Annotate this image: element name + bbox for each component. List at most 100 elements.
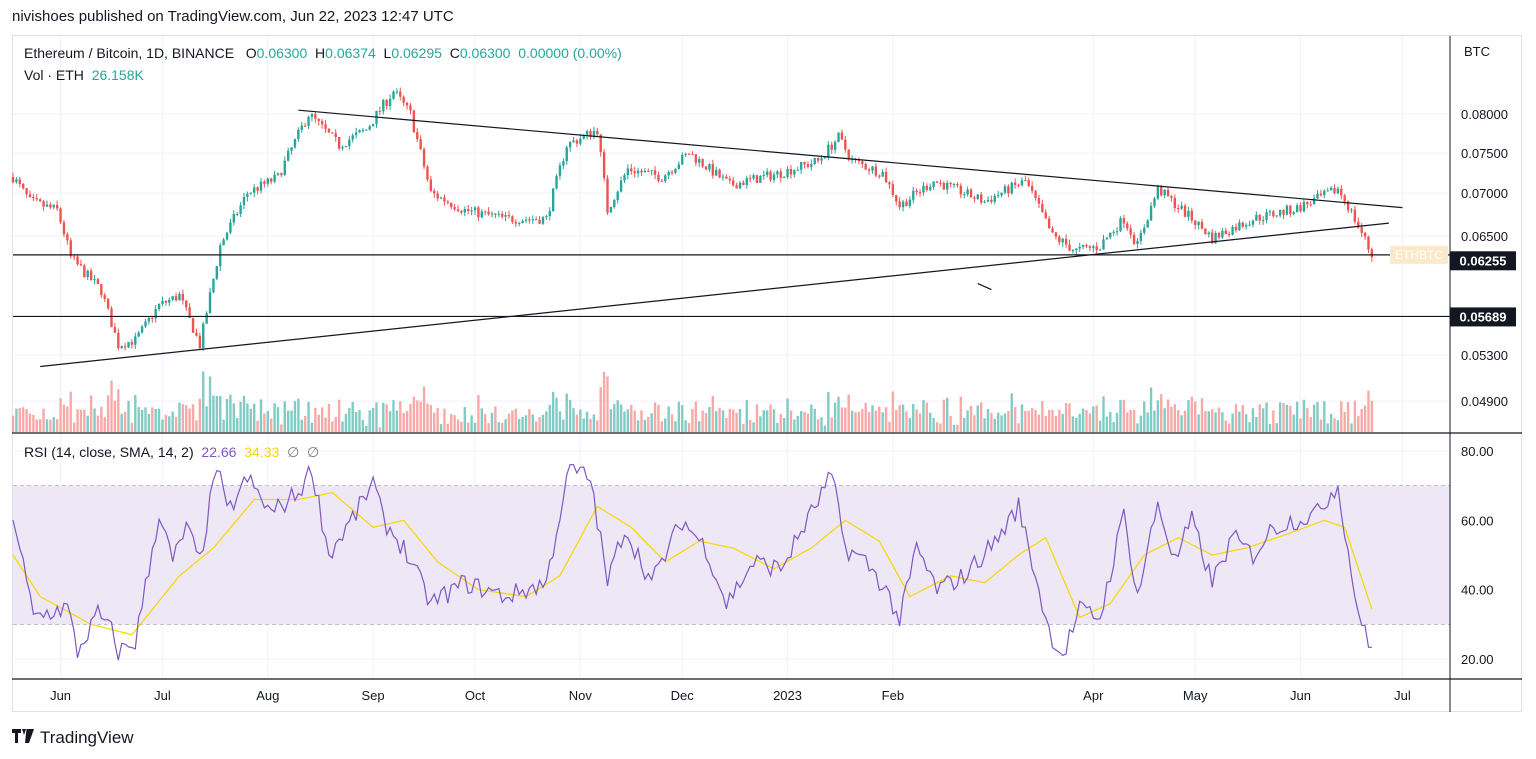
low-label: L [383,45,392,61]
volume-bar [1346,402,1350,432]
volume-bar [881,412,884,432]
volume-bar [996,412,1000,432]
candle-body [847,149,850,160]
candle-body [354,132,358,136]
volume-bar [382,402,385,432]
candle-body [1098,249,1102,251]
volume-bar [1258,404,1261,432]
footer-brand[interactable]: TradingView [12,727,134,748]
volume-bar [1007,410,1010,432]
candle-body [253,187,256,193]
candle-body [1333,187,1336,194]
candle-body [867,169,871,171]
price-label-bg [1450,307,1516,327]
candle-body [942,182,946,190]
rsi-band [13,485,1450,625]
candle-body [932,181,935,187]
volume-bar [45,419,49,432]
candle-body [28,194,32,198]
volume-bar [1013,407,1017,432]
volume-bar [307,401,310,432]
volume-bar [1241,405,1244,432]
candle-body [331,132,334,134]
volume-bar [1098,420,1102,432]
volume-bar [759,416,762,432]
volume-bar [867,412,871,432]
candle-body [810,164,813,167]
volume-label: Vol · ETH [24,67,84,83]
candle-body [956,184,959,186]
volume-bar [1244,414,1248,432]
volume-bar [538,417,541,432]
price-label-bg [1450,251,1516,271]
volume-bar [283,401,286,432]
candle-body [1061,238,1064,243]
candle-body [959,185,962,195]
volume-bar [857,411,861,432]
volume-bar [1319,419,1323,432]
volume-bar [1360,409,1363,432]
candle-body [1268,211,1272,213]
symbol-label-bg [1390,245,1448,264]
candle-body [1088,246,1092,248]
volume-bar [371,407,375,432]
volume-bar [348,408,351,432]
volume-bar [35,419,38,432]
candle-body [1081,245,1085,247]
candle-body [290,147,293,151]
volume-bar [579,409,582,432]
candle-body [378,110,382,112]
candle-body [626,168,630,176]
volume-bar [1153,410,1156,432]
candle-body [643,170,647,173]
volume-bar [280,424,283,432]
volume-bar [813,408,816,432]
volume-bar [212,395,215,432]
x-tick-label: Sep [362,688,385,703]
candle-body [579,138,582,144]
candle-body [317,118,320,122]
candle-body [1238,222,1241,231]
candle-body [912,190,915,200]
candle-body [151,317,154,319]
volume-bar [806,413,810,432]
candle-body [1102,239,1105,250]
candle-body [1013,182,1017,185]
volume-bar [721,410,725,432]
volume-bar [314,407,317,432]
candle-body [477,207,480,218]
candle-body [25,188,28,195]
volume-bar [1085,410,1088,432]
volume-bar [715,411,718,432]
candle-body [1129,228,1132,235]
rsi-label[interactable]: RSI (14, close, SMA, 14, 2) [24,444,194,460]
volume-bar [575,414,579,432]
candle-body [898,201,901,208]
candle-body [786,168,789,178]
volume-bar [181,404,185,432]
volume-bar [151,407,154,432]
candle-body [708,164,711,170]
candle-body [704,166,708,170]
volume-bar [1200,398,1204,432]
x-tick-label: Feb [882,688,904,703]
symbol-title[interactable]: Ethereum / Bitcoin, 1D, BINANCE [24,45,235,61]
candle-body [426,166,429,180]
candle-body [490,213,494,215]
volume-bar [772,409,776,432]
candle-body [895,195,898,202]
volume-bar [973,415,976,432]
candle-body [371,124,375,127]
candle-body [416,132,419,140]
candle-body [861,161,864,165]
volume-bar [1323,401,1326,432]
candle-body [480,211,483,218]
candle-body [341,147,344,149]
candle-body [137,332,140,337]
volume-bar [1126,412,1129,432]
candle-body [456,209,460,212]
rsi-tick-label: 80.00 [1461,444,1494,459]
volume-bar [436,407,439,432]
candle-body [286,150,290,161]
